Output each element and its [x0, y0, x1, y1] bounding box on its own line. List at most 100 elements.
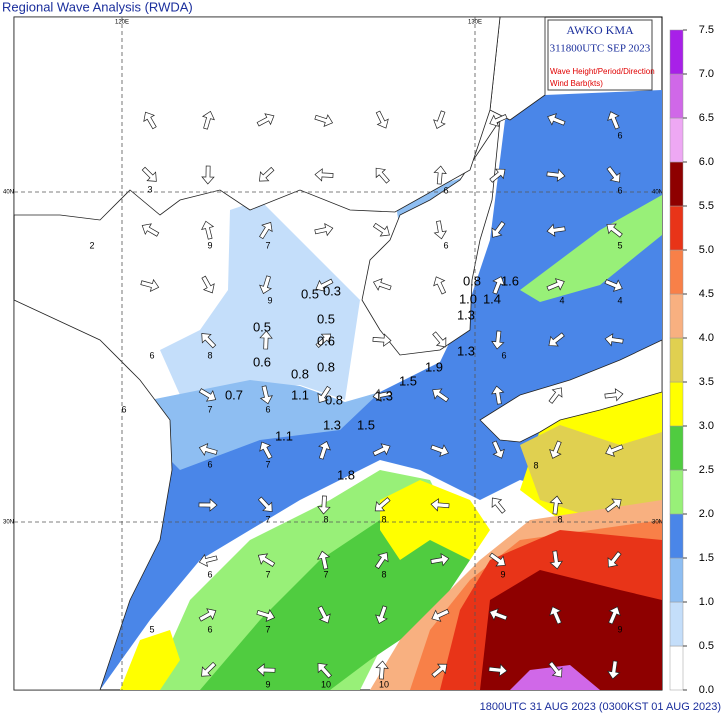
wave-arrow — [257, 496, 273, 512]
wave-arrow — [140, 278, 160, 292]
wave-arrow — [605, 498, 622, 513]
wave-arrow — [198, 553, 218, 567]
wave-arrow — [198, 388, 217, 402]
wave-arrow — [314, 223, 334, 237]
arrow-shape — [433, 220, 447, 240]
colorbar-bin — [669, 425, 684, 471]
arrow-shape — [489, 114, 508, 127]
wave-arrow — [605, 444, 624, 457]
wave-arrow — [489, 608, 508, 621]
sea-region — [80, 90, 662, 690]
wave-arrow — [375, 167, 390, 184]
period-label: 7 — [265, 569, 270, 579]
arrow-shape — [317, 385, 332, 403]
info-agency: AWKO KMA — [566, 23, 634, 37]
wave-height-label: 0.5 — [253, 319, 271, 334]
arrow-shape — [489, 608, 508, 621]
arrow-shape — [431, 608, 450, 622]
period-label: 6 — [149, 350, 154, 360]
arrow-shape — [491, 221, 506, 238]
arrow-shape — [491, 497, 506, 514]
wave-arrow — [259, 385, 273, 405]
wave-arrow — [489, 552, 506, 567]
arrow-shape — [607, 551, 622, 568]
wave-arrow — [201, 275, 215, 294]
arrow-shape — [433, 110, 446, 129]
arrow-shape — [546, 168, 566, 182]
wave-height-label: 1.5 — [399, 373, 417, 388]
info-box: AWKO KMA 311800UTC SEP 2023 Wave Height/… — [547, 19, 655, 91]
colorbar-label: 6.0 — [699, 156, 714, 168]
period-label: 4 — [559, 295, 564, 305]
wave-height-label: 0.8 — [291, 366, 309, 381]
wave-height-label: 0.5 — [301, 286, 319, 301]
wave-arrow — [256, 663, 276, 677]
colorbar-label: 1.0 — [699, 596, 714, 608]
period-label: 6 — [121, 404, 126, 414]
period-label: 5 — [617, 240, 622, 250]
arrow-shape — [431, 663, 448, 678]
colorbar-label: 3.5 — [699, 376, 714, 388]
wave-arrow — [143, 111, 157, 130]
period-label: 2 — [89, 240, 94, 250]
colorbar-bin — [669, 29, 684, 75]
wave-arrow — [489, 168, 506, 183]
arrow-shape — [259, 221, 273, 240]
wave-height-label: 1.3 — [375, 388, 393, 403]
period-label: 7 — [265, 624, 270, 634]
arrow-shape — [604, 333, 624, 347]
period-label: 8 — [323, 514, 328, 524]
period-label: 3 — [147, 184, 152, 194]
wave-height-label: 1.3 — [457, 343, 475, 358]
wave-arrow — [259, 221, 273, 240]
arrow-shape — [608, 606, 621, 625]
lat-label: 30N — [652, 520, 663, 526]
colorbar-bin — [669, 205, 684, 251]
wave-arrow — [375, 110, 389, 129]
arrow-shape — [318, 440, 331, 460]
wave-arrow — [548, 661, 563, 678]
arrow-shape — [372, 222, 390, 237]
wave-arrow — [606, 223, 623, 238]
wave-arrow — [317, 550, 331, 570]
wave-arrow — [256, 113, 275, 127]
arrow-shape — [607, 111, 620, 130]
sea-region — [480, 570, 662, 690]
period-label: 6 — [207, 569, 212, 579]
wave-arrow — [547, 113, 566, 126]
arrow-shape — [201, 165, 215, 185]
colorbar-bin — [669, 601, 684, 647]
wave-arrow — [372, 222, 390, 237]
wave-height-label: 0.6 — [317, 333, 335, 348]
wave-arrow — [546, 168, 566, 182]
wave-arrow — [259, 441, 273, 460]
arrow-shape — [259, 166, 275, 182]
wave-arrow — [259, 330, 273, 350]
wave-height-label: 1.1 — [291, 387, 309, 402]
arrow-shape — [606, 223, 623, 238]
arrow-shape — [549, 440, 562, 459]
wave-arrow — [432, 388, 450, 403]
arrow-shape — [317, 550, 331, 570]
wave-arrow — [491, 330, 505, 350]
arrow-shape — [315, 333, 332, 349]
arrow-shape — [605, 498, 622, 513]
wave-arrow — [430, 553, 450, 567]
wave-arrow — [604, 279, 623, 292]
colorbar-bin — [669, 469, 684, 515]
arrow-shape — [492, 276, 505, 295]
wave-arrow — [607, 111, 620, 130]
period-label: 6 — [207, 624, 212, 634]
wave-arrow — [492, 276, 505, 295]
period-label: 8 — [557, 514, 562, 524]
arrow-shape — [256, 609, 276, 622]
wave-arrow — [604, 388, 624, 402]
arrow-shape — [257, 553, 276, 567]
wave-height-label: 1.0 — [459, 291, 477, 306]
arrow-shape — [198, 443, 218, 457]
arrow-shape — [433, 165, 447, 185]
wave-arrow — [433, 220, 447, 240]
colorbar-label: 3.0 — [699, 420, 714, 432]
period-label: 7 — [265, 514, 270, 524]
wave-height-label: 0.7 — [225, 387, 243, 402]
